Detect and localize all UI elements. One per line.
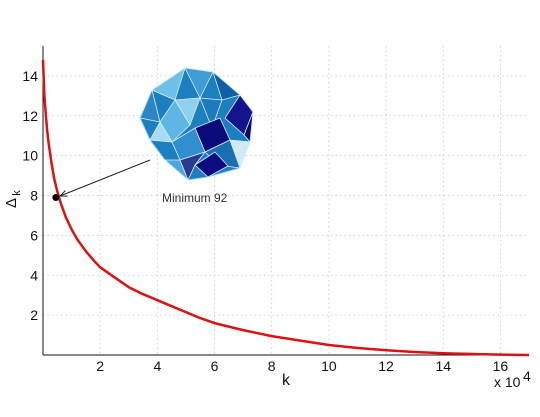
x-scale-base: x 10 — [494, 374, 521, 390]
x-tick-label: 8 — [268, 358, 276, 374]
y-tick-label: 8 — [30, 188, 38, 204]
x-tick-label: 4 — [153, 358, 161, 374]
x-tick-label: 16 — [493, 358, 509, 374]
x-scale-exponent: 4 — [523, 368, 531, 384]
x-tick-label: 6 — [211, 358, 219, 374]
y-tick-label: 2 — [30, 307, 38, 323]
x-scale-factor: x 10 4 — [494, 368, 531, 390]
grid — [43, 46, 529, 355]
x-axis-label: k — [282, 372, 291, 389]
polyhedron-image — [139, 67, 254, 182]
y-axis-label: Δ k — [3, 190, 23, 208]
minimum-marker — [52, 194, 60, 202]
annotation-arrow — [60, 159, 151, 196]
series — [41, 59, 530, 357]
y-tick-label: 10 — [22, 148, 38, 164]
x-tick-label: 12 — [378, 358, 394, 374]
y-tick-label: 12 — [22, 108, 38, 124]
x-tick-label: 2 — [96, 358, 104, 374]
x-tick-label: 14 — [435, 358, 451, 374]
series-line — [41, 59, 530, 357]
y-tick-label: 4 — [30, 267, 38, 283]
y-tick-label: 14 — [22, 68, 38, 84]
axes — [42, 46, 529, 356]
y-axis-label-sub: k — [11, 190, 23, 196]
annotation-label: Minimum 92 — [162, 191, 228, 205]
y-axis-label-main: Δ — [3, 198, 20, 208]
y-tick-label: 6 — [30, 227, 38, 243]
x-tick-label: 10 — [321, 358, 337, 374]
tick-labels: 2 4 6 8 10 12 14 16 2 4 6 8 10 12 14 — [22, 68, 508, 374]
